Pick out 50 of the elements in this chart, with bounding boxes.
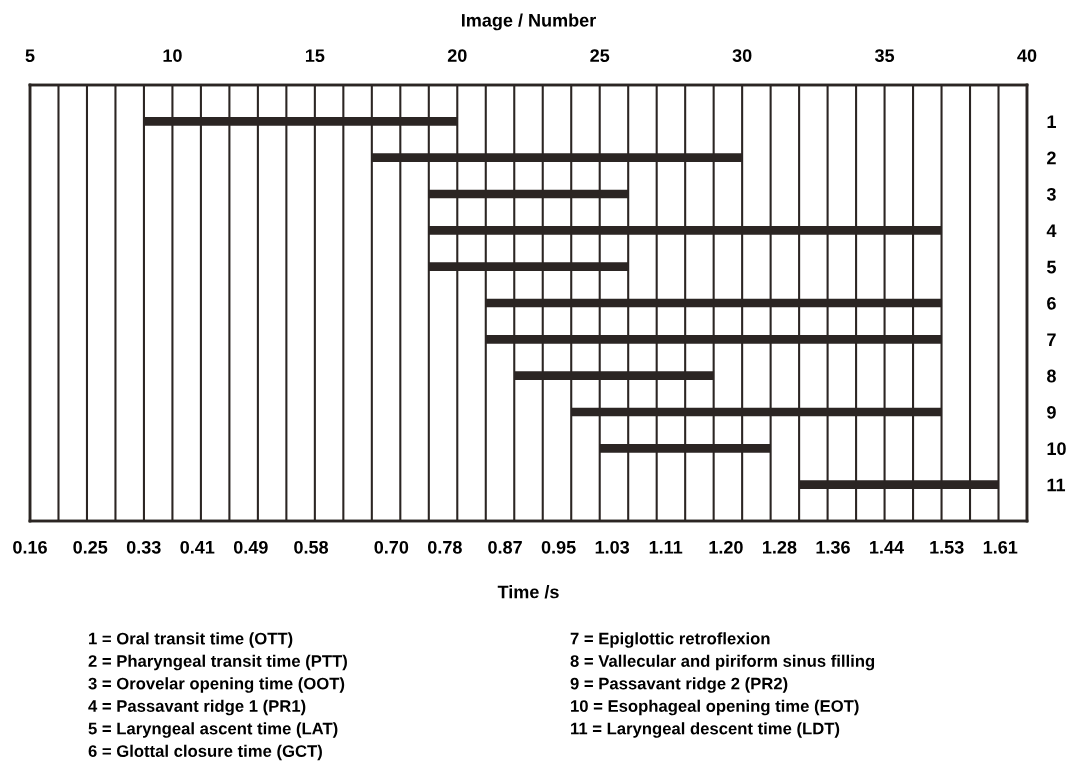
text: 11 = Laryngeal descent time (LDT) [571,722,840,738]
x2-tick-label: 1.36 [816,540,850,554]
y-tick-label: 5 [1047,260,1056,274]
y-tick-label: 2 [1047,151,1056,165]
x2-tick-label: 1.53 [930,540,964,554]
x2-tick-label: 0.49 [233,540,268,554]
text: 6 = Glottal closure time (GCT) [88,744,322,761]
x2-tick-label: 1.28 [762,540,797,554]
y-tick-label: 11 [1047,478,1066,492]
x-tick-label: 20 [447,49,467,62]
x-tick-label: 40 [1017,49,1037,62]
text: 10 = Esophageal opening time (EOT) [571,699,859,716]
x2-tick-label: 0.95 [541,540,576,554]
x2-tick-label: 0.25 [73,540,108,554]
x2-tick-label: 0.33 [126,540,161,554]
text: 2 = Pharyngeal transit time (PTT) [88,654,347,671]
text: 5 = Laryngeal ascent time (LAT) [88,722,338,738]
x-tick-label: 35 [874,49,895,63]
x2-tick-label: 0.16 [13,540,47,554]
y-tick-label: 7 [1047,333,1056,346]
x2-tick-label: 1.20 [709,540,743,554]
x-tick-label: 5 [25,49,35,62]
y-tick-label: 8 [1047,369,1056,383]
text: 4 = Passavant ridge 1 (PR1) [88,699,306,716]
x2-tick-label: 0.58 [294,540,329,554]
y-tick-label: 1 [1047,115,1056,128]
x2-tick-label: 0.78 [428,540,462,554]
y-tick-label: 6 [1047,296,1056,310]
y-tick-label: 9 [1047,405,1056,419]
x2-axis-title: Time /s [497,585,559,599]
y-tick-label: 3 [1046,187,1056,201]
y-tick-label: 4 [1046,224,1057,237]
x2-tick-label: 1.61 [983,540,1018,554]
x-tick-label: 15 [305,49,325,62]
x2-tick-label: 1.11 [649,541,683,554]
x2-tick-label: 0.41 [180,540,215,554]
text: 1 = Oral transit time (OTT) [89,632,293,648]
x2-tick-label: 1.44 [870,541,904,554]
x-tick-label: 25 [590,49,610,62]
text: 7 = Epiglottic retroflexion [570,632,770,648]
x2-tick-label: 0.87 [488,540,522,554]
text: 9 = Passavant ridge 2 (PR2) [570,677,788,693]
text: 8 = Vallecular and piriform sinus filling [570,654,875,671]
x-tick-label: 10 [163,49,182,62]
y-tick-label: 10 [1047,442,1066,456]
x2-tick-label: 1.03 [595,540,630,554]
x2-tick-label: 0.70 [374,540,409,554]
text: 3 = Orovelar opening time (OOT) [88,677,345,693]
x-axis-title: Image / Number [461,13,596,31]
x-tick-label: 30 [732,49,752,63]
